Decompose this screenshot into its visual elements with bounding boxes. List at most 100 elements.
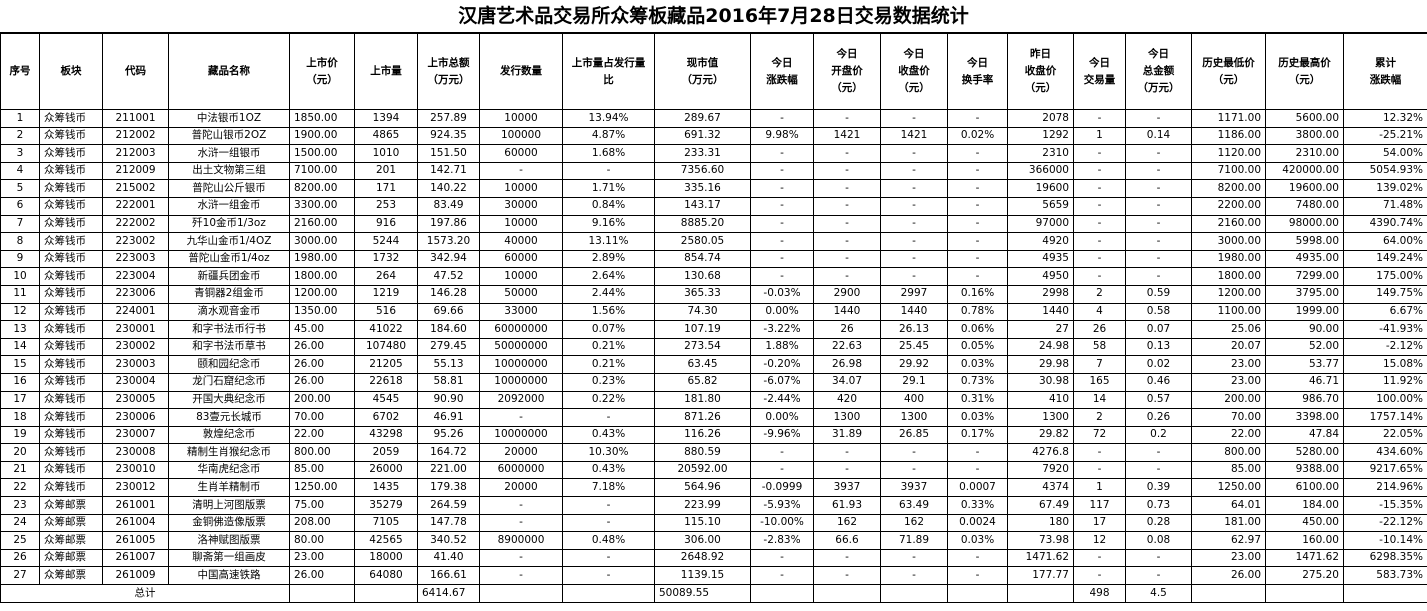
table-cell: -	[1125, 179, 1192, 198]
table-cell: 0.16%	[947, 284, 1008, 304]
table-cell: 0.73	[1125, 496, 1192, 515]
table-cell: 2	[1073, 284, 1126, 304]
table-cell: -	[947, 443, 1008, 462]
table-cell: -	[880, 232, 948, 251]
table-cell: 162	[880, 513, 948, 533]
table-cell: -	[750, 460, 814, 480]
table-cell: 水浒一组金币	[168, 196, 290, 216]
table-cell: -	[1073, 109, 1126, 128]
total-volume: 498	[1073, 584, 1126, 604]
table-cell: 10000	[479, 109, 563, 128]
table-cell: 23.00	[289, 548, 355, 568]
table-cell: 1900.00	[289, 126, 355, 146]
table-cell: 10000	[479, 267, 563, 286]
table-cell: 9217.65%	[1343, 460, 1427, 480]
table-cell: 众筹钱币	[39, 161, 103, 181]
table-cell: 107.19	[654, 320, 751, 339]
column-header: 上市总额 （万元）	[417, 33, 480, 110]
table-cell: 14	[0, 337, 40, 357]
table-cell: -	[1125, 460, 1192, 480]
table-cell: 212003	[102, 144, 169, 163]
column-header: 昨日 收盘价 （元）	[1007, 33, 1074, 110]
table-cell: 83壹元长城币	[168, 408, 290, 427]
table-row: 15 众筹钱币 230003 颐和园纪念币 26.00 21205 55.13 1000000…	[0, 355, 1427, 374]
table-cell: 19600.00	[1265, 179, 1344, 198]
table-cell: 10000000	[479, 355, 563, 374]
table-cell: 230003	[102, 355, 169, 374]
table-cell: -	[947, 144, 1008, 163]
table-cell: 27	[0, 566, 40, 586]
table-cell: 普陀山银币2OZ	[168, 126, 290, 146]
table-cell: -	[880, 249, 948, 269]
column-header: 今日 交易量	[1073, 33, 1126, 110]
table-cell: 1300	[880, 408, 948, 427]
table-cell: 22.00	[289, 425, 355, 445]
table-cell: 4.87%	[562, 126, 655, 146]
table-cell: -	[1125, 232, 1192, 251]
table-cell: 2160.00	[1191, 214, 1266, 234]
table-cell: 2.44%	[562, 284, 655, 304]
table-cell: 223002	[102, 232, 169, 251]
table-cell: 29.92	[880, 355, 948, 374]
table-cell: -2.83%	[750, 531, 814, 550]
table-row: 16 众筹钱币 230004 龙门石窟纪念币 26.00 22618 58.81 100000…	[0, 372, 1427, 392]
table-cell: 25	[0, 531, 40, 550]
table-cell: 130.68	[654, 267, 751, 286]
table-cell: 1757.14%	[1343, 408, 1427, 427]
table-cell: 16	[0, 372, 40, 392]
table-row: 9 众筹钱币 223003 普陀山金币1/4oz 1980.00 1732 342.94 60…	[0, 249, 1427, 269]
column-header: 序号	[0, 33, 40, 110]
table-cell: 1	[0, 109, 40, 128]
table-cell: -	[947, 249, 1008, 269]
table-row: 8 众筹钱币 223002 九华山金币1/4OZ 3000.00 5244 1573.20 4…	[0, 232, 1427, 251]
table-cell: 3000.00	[1191, 232, 1266, 251]
table-cell: 97000	[1007, 214, 1074, 234]
table-cell: 10000000	[479, 372, 563, 392]
table-cell: 4	[0, 161, 40, 181]
table-cell: 19	[0, 425, 40, 445]
table-cell: 2092000	[479, 390, 563, 410]
table-cell: 65.82	[654, 372, 751, 392]
table-cell: 众筹邮票	[39, 496, 103, 515]
table-cell: 162	[813, 513, 881, 533]
table-cell: -	[750, 548, 814, 568]
table-cell: 水浒一组银币	[168, 144, 290, 163]
table-cell: 230005	[102, 390, 169, 410]
table-cell: 0.08	[1125, 531, 1192, 550]
table-cell: 20.07	[1191, 337, 1266, 357]
table-cell: 35279	[354, 496, 418, 515]
table-row: 18 众筹钱币 230006 83壹元长城币 70.00 6702 46.91- -871.2…	[0, 408, 1427, 427]
table-cell: -	[750, 566, 814, 586]
table-cell: 273.54	[654, 337, 751, 357]
table-cell: 普陀山金币1/4oz	[168, 249, 290, 269]
table-cell: -0.20%	[750, 355, 814, 374]
table-cell: 1350.00	[289, 302, 355, 322]
table-cell: 5244	[354, 232, 418, 251]
table-cell: 和字书法币草书	[168, 337, 290, 357]
table-cell: -	[479, 161, 563, 181]
table-cell: 41.40	[417, 548, 480, 568]
table-cell: 26.00	[289, 372, 355, 392]
table-cell: 众筹钱币	[39, 179, 103, 198]
table-cell: 261001	[102, 496, 169, 515]
table-cell: 14	[1073, 390, 1126, 410]
table-cell: 9388.00	[1265, 460, 1344, 480]
table-cell: 64.01	[1191, 496, 1266, 515]
table-cell: 12.32%	[1343, 109, 1427, 128]
table-cell: 4276.8	[1007, 443, 1074, 462]
table-cell: 0.84%	[562, 196, 655, 216]
table-cell: 23.00	[1191, 355, 1266, 374]
table-cell: 66.6	[813, 531, 881, 550]
table-row: 6 众筹钱币 222001 水浒一组金币 3300.00 253 83.49 30000 0.8…	[0, 196, 1427, 216]
table-cell: 98000.00	[1265, 214, 1344, 234]
table-cell: 0.02	[1125, 355, 1192, 374]
table-cell: -	[1125, 144, 1192, 163]
table-cell: 73.98	[1007, 531, 1074, 550]
table-cell: 众筹钱币	[39, 284, 103, 304]
table-cell: -	[947, 196, 1008, 216]
table-row: 5 众筹钱币 215002 普陀山公斤银币 8200.00 171 140.22 10000 1…	[0, 179, 1427, 198]
column-header: 代码	[102, 33, 169, 110]
table-cell: -	[750, 109, 814, 128]
table-cell: 26000	[354, 460, 418, 480]
table-cell: 222001	[102, 196, 169, 216]
